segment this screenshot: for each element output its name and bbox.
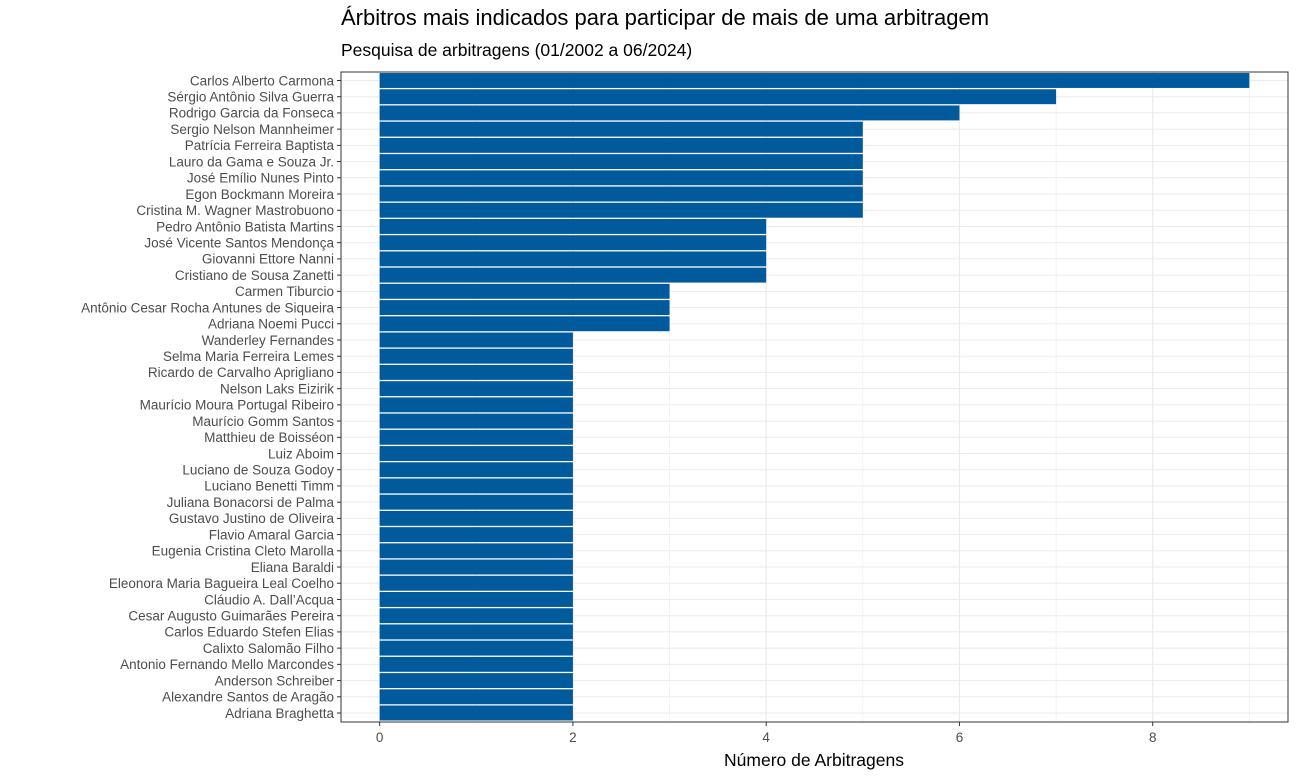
bar — [379, 121, 863, 137]
y-tick-label: Maurício Moura Portugal Ribeiro — [140, 398, 334, 413]
y-tick-label: Alexandre Santos de Aragão — [162, 690, 334, 705]
y-tick-label: Egon Bockmann Moreira — [185, 187, 334, 202]
y-tick-label: Matthieu de Boisséon — [204, 430, 334, 445]
bar — [379, 413, 573, 429]
bar — [379, 235, 767, 251]
bar — [379, 202, 863, 218]
bar — [379, 219, 767, 234]
y-tick-label: Cristina M. Wagner Mastrobuono — [136, 203, 334, 218]
plot-border — [340, 71, 1289, 723]
bar — [379, 186, 863, 202]
bar — [379, 283, 670, 299]
bar — [379, 251, 767, 267]
bar — [379, 510, 573, 526]
y-tick-label: Carmen Tiburcio — [235, 284, 334, 299]
bar — [379, 267, 767, 283]
y-tick-label: Lauro da Gama e Souza Jr. — [169, 154, 334, 169]
y-axis: Carlos Alberto Carmona Sérgio Antônio Sil… — [81, 73, 341, 721]
x-tick-label: 4 — [762, 730, 770, 745]
bar — [379, 575, 573, 591]
bar — [379, 543, 573, 559]
x-tick-label: 2 — [569, 730, 577, 745]
bar — [379, 462, 573, 478]
bar — [379, 397, 573, 413]
bar — [379, 446, 573, 461]
bar — [379, 689, 573, 705]
bar — [379, 705, 573, 721]
y-tick-label: Sérgio Antônio Silva Guerra — [167, 90, 334, 105]
y-tick-label: Sergio Nelson Mannheimer — [170, 122, 334, 137]
bar — [379, 170, 863, 186]
y-tick-label: Eliana Baraldi — [251, 560, 334, 575]
y-tick-label: Selma Maria Ferreira Lemes — [163, 349, 334, 364]
y-tick-label: Gustavo Justino de Oliveira — [169, 511, 335, 526]
bar — [379, 478, 573, 494]
y-tick-label: Calixto Salomão Filho — [203, 641, 334, 656]
y-tick-label: Ricardo de Carvalho Aprigliano — [148, 365, 334, 380]
y-tick-label: Cristiano de Sousa Zanetti — [175, 268, 334, 283]
bar — [379, 640, 573, 656]
bar — [379, 608, 573, 624]
y-tick-label: Luiz Aboim — [268, 446, 334, 461]
y-tick-label: Anderson Schreiber — [215, 673, 335, 688]
bar — [379, 381, 573, 397]
bar — [379, 559, 573, 575]
y-tick-label: Juliana Bonacorsi de Palma — [167, 495, 335, 510]
y-tick-label: Adriana Braghetta — [225, 706, 334, 721]
y-tick-label: Patrícia Ferreira Baptista — [185, 138, 335, 153]
bar — [379, 316, 670, 332]
y-tick-label: Maurício Gomm Santos — [192, 414, 334, 429]
bar — [379, 332, 573, 348]
y-tick-label: José Vicente Santos Mendonça — [144, 235, 334, 250]
y-tick-label: Cláudio A. Dall’Acqua — [204, 592, 334, 607]
bar — [379, 656, 573, 672]
bars — [379, 73, 1250, 721]
bar — [379, 494, 573, 510]
x-tick-label: 6 — [956, 730, 964, 745]
chart-title: Árbitros mais indicados para participar … — [341, 5, 990, 30]
y-tick-label: Nelson Laks Eizirik — [220, 381, 334, 396]
bar — [379, 154, 863, 170]
y-tick-label: Luciano Benetti Timm — [204, 479, 334, 494]
y-tick-label: Eugenia Cristina Cleto Marolla — [152, 544, 335, 559]
bar — [379, 105, 960, 121]
bar — [379, 673, 573, 689]
y-tick-label: Luciano de Souza Godoy — [182, 463, 334, 478]
y-tick-label: Rodrigo Garcia da Fonseca — [169, 106, 335, 121]
bar — [379, 624, 573, 640]
bar — [379, 348, 573, 364]
y-tick-label: Flavio Amaral Garcia — [209, 527, 335, 542]
y-tick-label: Carlos Eduardo Stefen Elias — [164, 625, 334, 640]
y-tick-label: Antônio Cesar Rocha Antunes de Siqueira — [81, 300, 334, 315]
bar — [379, 137, 863, 153]
x-tick-label: 0 — [376, 730, 384, 745]
bar — [379, 73, 1250, 88]
bar — [379, 429, 573, 445]
x-axis-label: Número de Arbitragens — [724, 750, 904, 770]
y-tick-label: Carlos Alberto Carmona — [190, 73, 335, 88]
y-tick-label: Pedro Antônio Batista Martins — [156, 219, 334, 234]
bar — [379, 300, 670, 316]
chart-subtitle: Pesquisa de arbitragens (01/2002 a 06/20… — [341, 40, 693, 60]
y-tick-label: Antonio Fernando Mello Marcondes — [120, 657, 334, 672]
bar — [379, 592, 573, 607]
bar — [379, 89, 1057, 105]
x-axis: 0 2 4 6 8 — [376, 722, 1157, 745]
y-tick-label: Giovanni Ettore Nanni — [202, 252, 334, 267]
bar — [379, 364, 573, 380]
y-tick-label: Eleonora Maria Bagueira Leal Coelho — [109, 576, 334, 591]
y-tick-label: Adriana Noemi Pucci — [208, 317, 334, 332]
y-tick-label: Cesar Augusto Guimarães Pereira — [128, 608, 334, 623]
y-tick-label: José Emílio Nunes Pinto — [187, 171, 334, 186]
y-tick-label: Wanderley Fernandes — [202, 333, 335, 348]
bar — [379, 527, 573, 543]
x-tick-label: 8 — [1149, 730, 1157, 745]
